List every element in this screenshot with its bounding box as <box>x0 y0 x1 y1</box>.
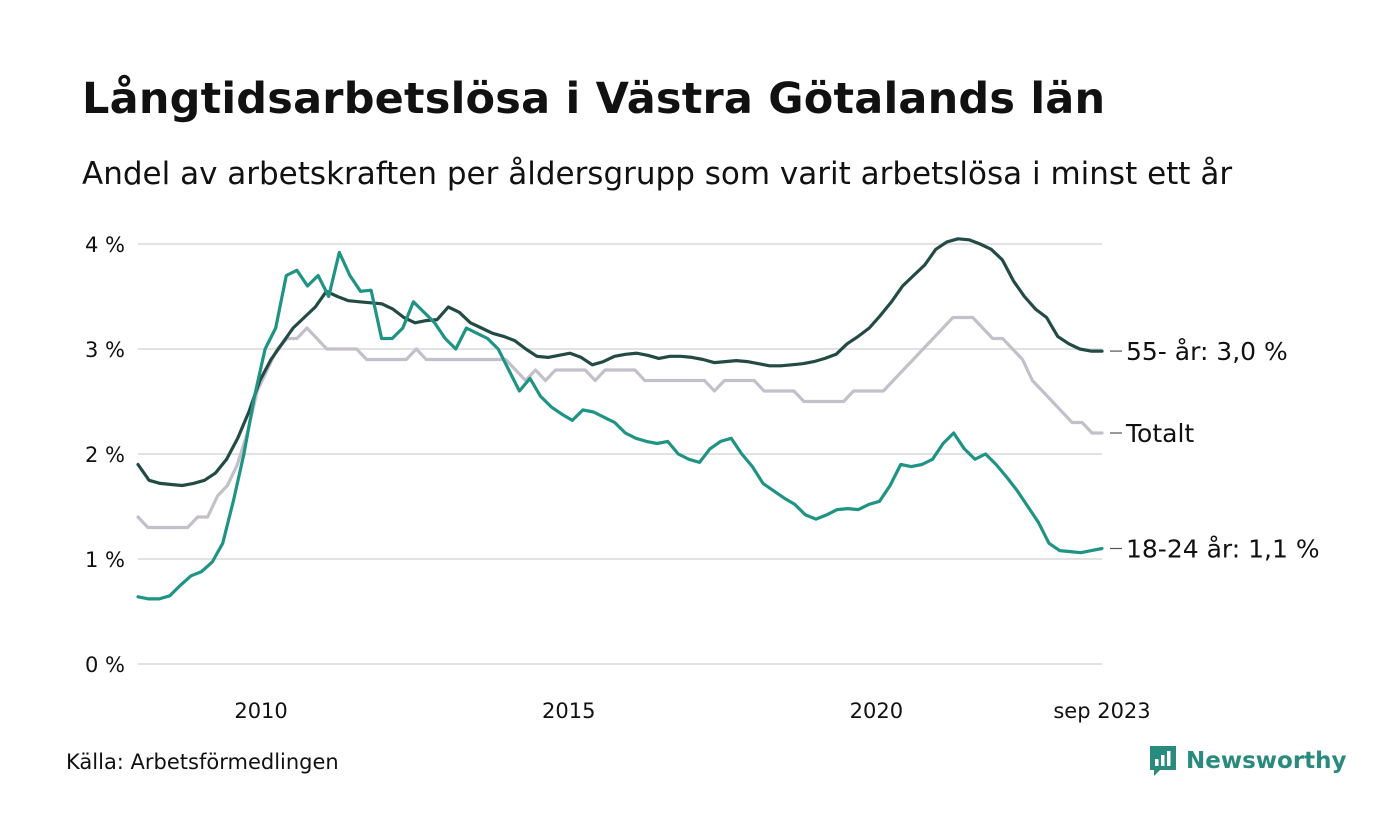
x-tick-label: 2010 <box>234 699 287 723</box>
source-note: Källa: Arbetsförmedlingen <box>66 750 339 774</box>
y-tick-label: 3 % <box>85 338 125 362</box>
series-end-label-1: 55- år: 3,0 % <box>1126 337 1288 366</box>
chart-title: Långtidsarbetslösa i Västra Götalands lä… <box>82 74 1106 124</box>
y-axis-ticks: 0 % 1 % 2 % 3 % 4 % <box>85 233 125 677</box>
y-tick-label: 4 % <box>85 233 125 257</box>
series-line-1 <box>136 237 1104 488</box>
series-lines <box>136 237 1104 601</box>
y-tick-label: 0 % <box>85 653 125 677</box>
brand-logo[interactable]: Newsworthy <box>1148 744 1347 778</box>
newsworthy-logo-icon <box>1150 746 1176 776</box>
gridlines <box>138 243 1102 665</box>
series-line-0 <box>136 315 1104 530</box>
series-end-label-2: 18-24 år: 1,1 % <box>1126 535 1320 564</box>
x-axis-ticks: 2010 2015 2020 sep 2023 <box>234 699 1150 723</box>
series-end-labels: Totalt 55- år: 3,0 % 18-24 år: 1,1 % <box>1110 337 1320 564</box>
chart-subtitle: Andel av arbetskraften per åldersgrupp s… <box>82 156 1233 192</box>
y-tick-label: 2 % <box>85 443 125 467</box>
x-tick-label: 2020 <box>850 699 903 723</box>
series-line-2 <box>136 250 1104 601</box>
x-tick-label: 2015 <box>542 699 595 723</box>
x-tick-label: sep 2023 <box>1053 699 1150 723</box>
series-end-label-0: Totalt <box>1125 419 1194 448</box>
brand-name: Newsworthy <box>1186 748 1347 774</box>
y-tick-label: 1 % <box>85 548 125 572</box>
